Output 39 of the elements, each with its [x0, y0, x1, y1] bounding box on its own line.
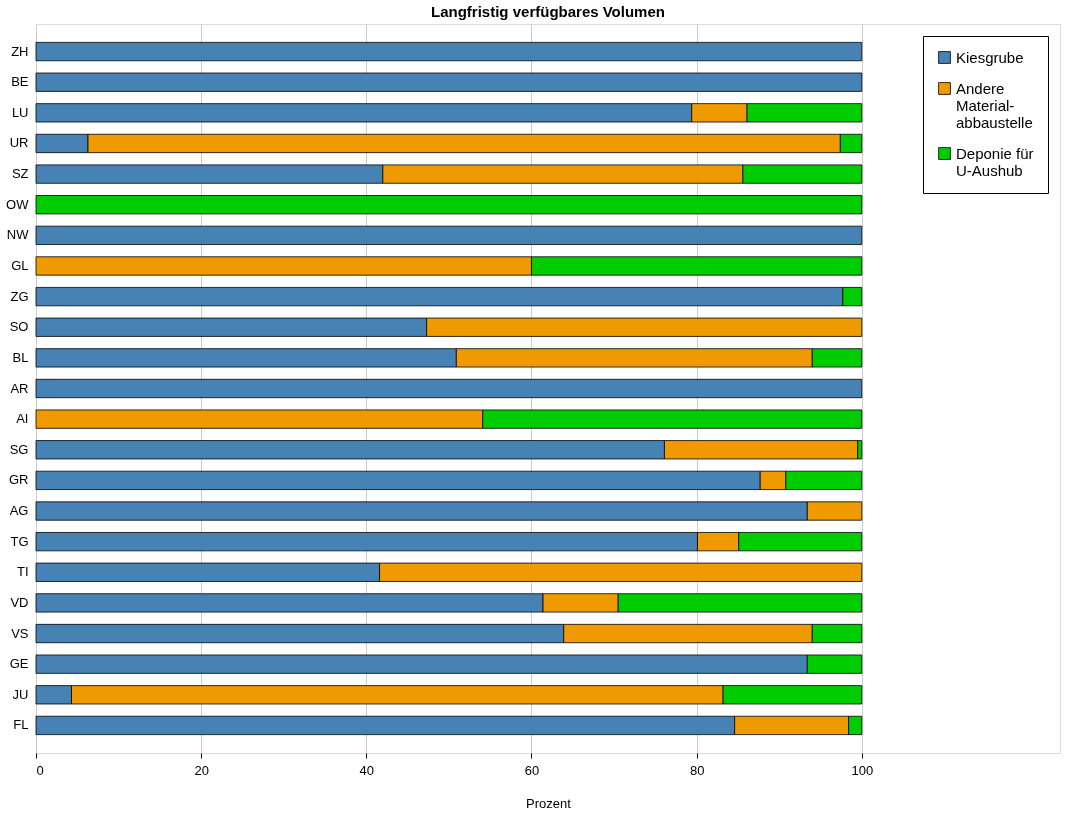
y-tick-label: SZ [11, 166, 29, 182]
bar [35, 195, 863, 215]
y-tick-label: VS [11, 625, 29, 641]
legend-label: Kiesgrube [956, 48, 1024, 66]
y-tick-label: BL [12, 349, 29, 365]
chart-title: Langfristig verfügbares Volumen [431, 3, 665, 20]
y-tick-label: AI [16, 411, 29, 427]
bar [35, 72, 863, 92]
y-tick-label: SG [9, 441, 29, 457]
x-tick-label: 0 [36, 762, 44, 778]
x-axis-title: Prozent [526, 795, 572, 811]
y-tick-label: GE [9, 656, 29, 672]
x-tick-label: 60 [524, 762, 540, 778]
bar [35, 225, 863, 245]
y-tick-label: LU [11, 104, 29, 120]
y-tick-label: GL [11, 257, 29, 273]
y-tick-label: UR [9, 135, 29, 151]
y-tick-label: FL [13, 717, 29, 733]
y-tick-label: GR [9, 472, 29, 488]
legend-label: Andere Material- abbaustelle [956, 79, 1033, 131]
y-tick-label: AG [9, 503, 29, 519]
y-tick-label: SO [9, 319, 29, 335]
y-tick-label: TI [16, 564, 29, 580]
y-tick-label: TG [10, 533, 29, 549]
x-tick-label: 100 [851, 762, 874, 778]
y-tick-label: JU [12, 686, 29, 702]
y-tick-label: VD [10, 594, 29, 610]
bar [35, 378, 863, 399]
y-tick-label: AR [10, 380, 29, 396]
x-tick-label: 20 [194, 762, 209, 778]
y-tick-label: NW [6, 227, 30, 243]
y-tick-label: ZH [11, 43, 29, 59]
y-tick-label: BE [11, 74, 29, 90]
bar [35, 41, 863, 62]
y-tick-label: OW [6, 196, 30, 212]
x-tick-label: 80 [689, 762, 705, 778]
y-tick-label: ZG [10, 288, 29, 304]
legend-label: Deponie für U-Aushub [956, 144, 1034, 179]
x-tick-label: 40 [359, 762, 375, 778]
